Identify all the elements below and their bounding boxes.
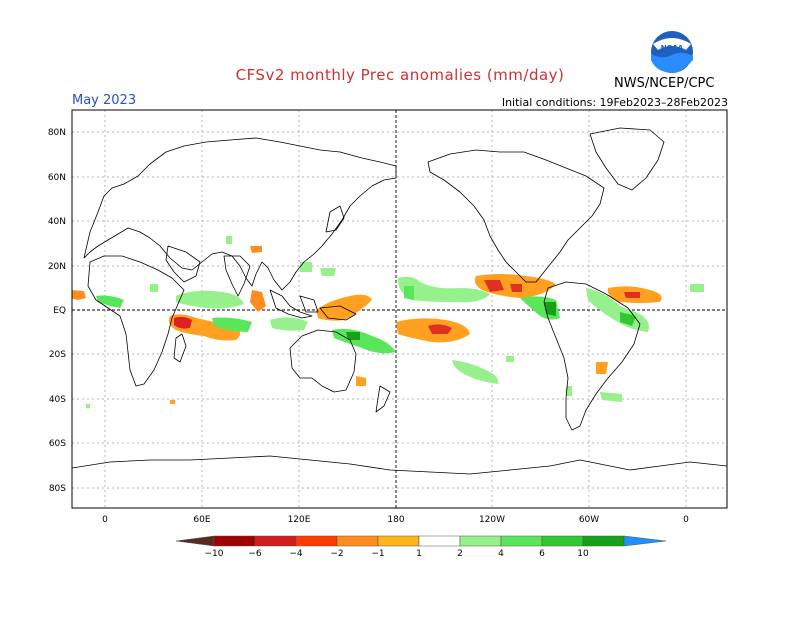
colorbar-label: −2	[330, 549, 343, 559]
colorbar-label: 10	[577, 549, 589, 559]
lat-label: 80N	[48, 128, 66, 138]
map-area	[72, 110, 727, 508]
colorbar-swatch	[295, 535, 338, 547]
colorbar-swatch	[459, 535, 502, 547]
colorbar-label: 6	[539, 549, 545, 559]
colorbar-label: −1	[371, 549, 384, 559]
colorbar-swatch	[582, 535, 625, 547]
lat-label: 40N	[48, 217, 66, 227]
colorbar-swatch	[500, 535, 543, 547]
colorbar-swatch	[541, 535, 584, 547]
anomaly-shading	[72, 236, 704, 408]
colorbar-swatch	[336, 535, 379, 547]
colorbar-label: −4	[289, 549, 303, 559]
longitude-labels: 0 60E 120E 180 120W 60W 0	[102, 515, 689, 525]
lon-label: 0	[683, 515, 689, 525]
forecast-month: May 2023	[72, 93, 137, 108]
lon-label: 120W	[479, 515, 505, 525]
initial-conditions: Initial conditions: 19Feb2023–28Feb2023	[501, 96, 728, 109]
lat-label: 20N	[48, 262, 66, 272]
lon-label: 120E	[288, 515, 311, 525]
lat-label: 60S	[49, 439, 66, 449]
lon-label: 60E	[193, 515, 210, 525]
colorbar-label: 1	[416, 549, 422, 559]
colorbar-swatch	[254, 535, 297, 547]
agency-label: NWS/NCEP/CPC	[614, 76, 715, 91]
colorbar-arrow-right	[623, 535, 667, 547]
colorbar: −10 −6 −4 −2 −1 1 2 4 6 10	[175, 535, 667, 559]
colorbar-label: −6	[248, 549, 262, 559]
svg-text:NOAA: NOAA	[661, 44, 684, 52]
colorbar-swatch	[418, 535, 461, 547]
coastlines	[72, 127, 727, 475]
lat-label: 40S	[49, 395, 66, 405]
colorbar-label: −10	[205, 549, 224, 559]
noaa-logo-icon: NOAA	[651, 31, 693, 74]
map-title: CFSv2 monthly Prec anomalies (mm/day)	[235, 66, 565, 84]
lon-label: 0	[102, 515, 108, 525]
lon-label: 180	[387, 515, 404, 525]
latitude-labels: 80N 60N 40N 20N EQ 20S 40S 60S 80S	[48, 128, 66, 494]
colorbar-label: 4	[498, 549, 504, 559]
lat-label: EQ	[53, 306, 66, 316]
colorbar-swatch	[213, 535, 256, 547]
colorbar-label: 2	[457, 549, 463, 559]
map-frame	[71, 109, 728, 509]
lat-label: 20S	[49, 350, 66, 360]
lon-label: 60W	[579, 515, 599, 525]
colorbar-swatch	[377, 535, 420, 547]
lat-label: 80S	[49, 484, 66, 494]
lat-label: 60N	[48, 173, 66, 183]
colorbar-arrow-left	[175, 535, 215, 547]
